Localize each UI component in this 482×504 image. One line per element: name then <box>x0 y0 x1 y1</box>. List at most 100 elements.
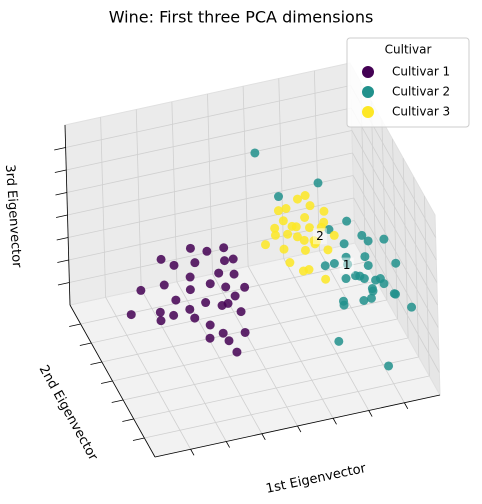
tick-mark <box>190 449 195 456</box>
point <box>156 316 166 326</box>
tick-mark <box>90 361 102 365</box>
point <box>300 245 310 255</box>
point <box>136 285 146 295</box>
legend-title: Cultivar <box>385 43 432 57</box>
point <box>319 217 329 227</box>
point <box>323 245 333 255</box>
tick-mark <box>54 147 66 151</box>
point <box>185 285 195 295</box>
z-axis-label: 3rd Eigenvector <box>2 164 24 269</box>
tick-mark <box>332 418 337 425</box>
point <box>313 178 323 188</box>
legend-label: Cultivar 2 <box>392 85 450 99</box>
point <box>156 254 166 264</box>
tick-mark <box>79 342 92 346</box>
annotation: 2 <box>316 229 324 243</box>
point <box>319 206 329 216</box>
point <box>232 347 242 357</box>
point <box>391 289 400 299</box>
point <box>250 148 260 158</box>
point <box>220 256 229 266</box>
point <box>379 234 389 244</box>
point <box>320 261 330 271</box>
point <box>293 194 302 204</box>
point <box>339 239 349 249</box>
tick-mark <box>122 418 134 422</box>
annotation-box <box>312 228 327 245</box>
tick-mark <box>111 399 124 403</box>
y-axis-label: 2nd Eigenvector <box>36 363 101 464</box>
annotation: 1 <box>343 258 351 272</box>
legend-marker <box>362 106 374 118</box>
point <box>407 302 417 312</box>
point <box>329 230 339 240</box>
point <box>240 282 250 292</box>
point <box>240 327 250 337</box>
grid-line <box>352 152 438 306</box>
grid-line <box>67 152 353 216</box>
point <box>298 266 308 276</box>
tick-mark <box>56 214 68 218</box>
grid-line <box>144 375 430 439</box>
point <box>201 298 211 308</box>
legend-marker <box>362 66 374 78</box>
point <box>279 244 289 254</box>
point <box>228 254 238 264</box>
point <box>273 206 283 216</box>
point <box>360 252 370 262</box>
point <box>287 221 297 231</box>
point <box>359 296 369 305</box>
point <box>357 230 367 240</box>
grid-line <box>352 175 439 328</box>
y-axis-line <box>69 304 156 458</box>
point <box>205 333 215 343</box>
annotation-box <box>339 257 354 274</box>
grid-line <box>66 107 352 171</box>
x-axis-label: 1st Eigenvector <box>265 461 368 497</box>
tick-mark <box>57 259 69 263</box>
point <box>300 213 310 222</box>
point <box>185 272 195 282</box>
point <box>205 320 215 330</box>
legend-label: Cultivar 1 <box>392 65 450 79</box>
tick-mark <box>261 433 266 441</box>
point <box>219 243 229 253</box>
chart-title: Wine: First three PCA dimensions <box>109 8 374 27</box>
legend-label: Cultivar 3 <box>392 105 450 119</box>
point <box>341 274 351 284</box>
grid-line <box>350 107 437 261</box>
tick-mark <box>69 323 81 327</box>
point <box>171 295 181 305</box>
point <box>190 258 200 268</box>
point <box>155 307 165 317</box>
point <box>334 336 344 346</box>
grid-line <box>91 280 377 344</box>
point <box>363 236 373 246</box>
point <box>221 282 231 292</box>
point <box>292 232 302 242</box>
point <box>214 268 224 278</box>
point <box>169 260 179 270</box>
point <box>230 291 240 301</box>
point <box>236 307 246 317</box>
point <box>321 274 331 284</box>
point <box>185 304 195 314</box>
point <box>299 235 309 245</box>
point <box>270 230 280 240</box>
point <box>342 216 352 226</box>
x-axis-line <box>154 394 441 458</box>
tick-mark <box>132 437 145 441</box>
tick-mark <box>297 425 302 433</box>
point <box>363 260 373 270</box>
point <box>285 258 295 268</box>
grid-line <box>133 356 419 420</box>
grid-line <box>351 130 438 283</box>
point <box>261 240 270 250</box>
annotations: 12 <box>312 228 354 274</box>
point <box>305 223 314 233</box>
point <box>281 204 291 213</box>
z-axis-line <box>64 124 71 306</box>
grid-line <box>68 197 354 261</box>
point <box>305 201 315 211</box>
